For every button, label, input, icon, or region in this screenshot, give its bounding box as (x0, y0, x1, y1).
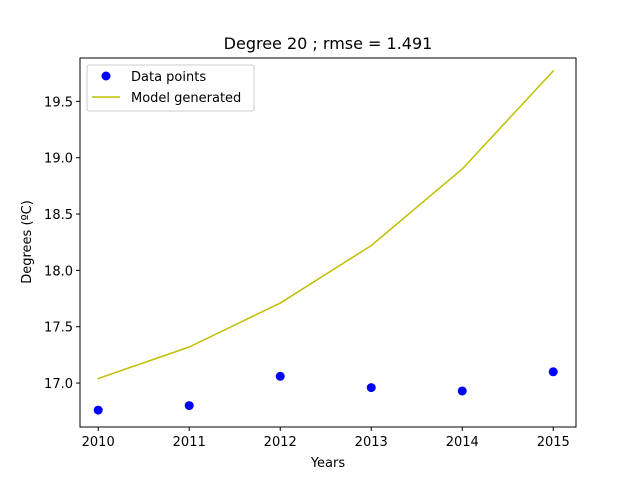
series-line-model-generated (97, 69, 555, 380)
legend-box (86, 64, 255, 112)
x-tick-label: 2011 (173, 435, 206, 450)
data-point (275, 371, 285, 381)
legend-label-data-points: Data points (131, 70, 206, 85)
data-point (184, 401, 194, 411)
y-tick-label: 17.0 (44, 377, 73, 392)
data-point (93, 405, 103, 415)
data-point (457, 386, 467, 396)
x-axis: 2010 2011 2012 2013 2014 2015 (82, 427, 570, 450)
y-tick-label: 19.0 (44, 152, 73, 167)
y-tick-label: 18.0 (44, 264, 73, 279)
x-tick-label: 2010 (82, 435, 115, 450)
chart-title: Degree 20 ; rmse = 1.491 (224, 34, 433, 53)
y-tick-label: 17.5 (44, 321, 73, 336)
y-axis: 17.0 17.5 18.0 18.5 19.0 19.5 (44, 95, 80, 392)
legend-label-model-generated: Model generated (131, 91, 241, 106)
x-axis-label: Years (310, 456, 346, 471)
legend: Data points Model generated (86, 64, 255, 112)
x-tick-label: 2014 (446, 435, 479, 450)
y-tick-label: 19.5 (44, 95, 73, 110)
y-axis-label: Degrees (ºC) (20, 200, 35, 284)
data-point (366, 383, 376, 393)
x-tick-label: 2013 (355, 435, 388, 450)
y-tick-label: 18.5 (44, 208, 73, 223)
x-tick-label: 2012 (264, 435, 297, 450)
plot-area (79, 57, 577, 428)
plot-frame (79, 57, 577, 428)
x-tick-label: 2015 (537, 435, 570, 450)
data-point (548, 367, 558, 377)
legend-marker-data-points (101, 71, 111, 81)
